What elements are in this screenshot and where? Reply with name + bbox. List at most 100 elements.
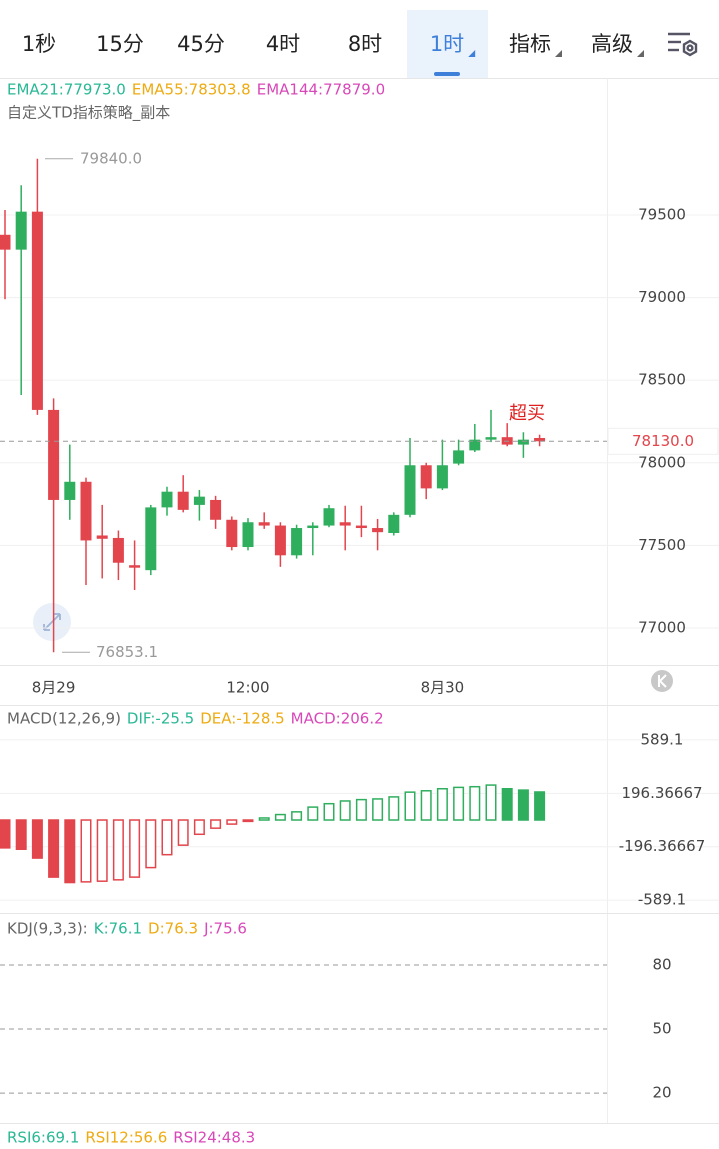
histogram-bar: [339, 800, 351, 821]
y-tick-label: 79500: [638, 205, 686, 223]
candle-body: [355, 525, 367, 529]
histogram-bar: [469, 785, 481, 821]
last-price-box: [607, 427, 719, 455]
histogram-bar: [323, 802, 335, 821]
candle-body: [31, 211, 43, 410]
tab[interactable]: 15分: [96, 32, 144, 56]
histogram-bar: [485, 784, 497, 821]
active-tab-indicator: [434, 72, 460, 76]
tab[interactable]: 指标: [509, 32, 551, 56]
tab[interactable]: 8时: [348, 32, 382, 56]
candle-body: [258, 522, 270, 526]
tab[interactable]: 1秒: [22, 32, 56, 56]
zoom-arrows: [43, 613, 61, 631]
candle-body: [242, 522, 254, 548]
low-marker-label: 76853.1: [96, 643, 158, 661]
x-tick-label: 12:00: [226, 679, 269, 697]
candle-body: [274, 525, 286, 556]
histogram-bar: [129, 819, 141, 878]
legend-item: RSI12:56.6: [85, 1129, 167, 1147]
candle-body: [96, 535, 108, 539]
tab[interactable]: 4时: [266, 32, 300, 56]
legend-item: EMA21:77973.0: [7, 81, 126, 99]
candle-body: [372, 528, 384, 533]
legend-item: J:75.6: [203, 920, 247, 938]
tab[interactable]: 1时: [430, 32, 464, 56]
candle-body: [0, 234, 11, 250]
candle-body: [193, 496, 205, 505]
high-marker-label: 79840.0: [80, 149, 142, 167]
histogram-bar: [0, 819, 11, 849]
legend-item: RSI6:69.1: [7, 1129, 79, 1147]
histogram-bar: [258, 817, 270, 821]
candle-body: [64, 481, 76, 500]
x-tick-label: 8月30: [421, 679, 465, 697]
histogram-bar: [372, 798, 384, 821]
button-glyph: [658, 674, 667, 688]
y-tick-label: -196.36667: [619, 837, 706, 855]
y-tick-label: 77500: [638, 536, 686, 554]
histogram-bar: [274, 813, 286, 821]
x-tick-label: 8月29: [32, 679, 76, 697]
candle-body: [307, 525, 319, 529]
histogram-bar: [177, 819, 189, 846]
legend-item: K:76.1: [94, 920, 142, 938]
candle-body: [453, 450, 465, 464]
histogram-bar: [145, 819, 157, 869]
legend-item: DIF:-25.5: [127, 710, 194, 728]
y-tick-label: 589.1: [641, 730, 684, 748]
histogram-bar: [436, 787, 448, 821]
icon-gear: [682, 39, 698, 57]
button-circle: [651, 670, 673, 692]
y-tick-label: 78500: [638, 371, 686, 389]
histogram-bar: [210, 819, 222, 829]
histogram-bar: [31, 819, 43, 859]
histogram-bar: [291, 811, 303, 821]
candle-body: [420, 465, 432, 489]
histogram-bar: [388, 796, 400, 821]
candle-body: [339, 522, 351, 526]
active-tab-bg: [407, 10, 488, 78]
tab[interactable]: 45分: [177, 32, 225, 56]
histogram-bar: [501, 787, 513, 821]
candle-body: [161, 491, 173, 508]
histogram-bar: [64, 819, 76, 884]
settings-icon[interactable]: [668, 32, 698, 57]
legend-item: EMA144:77879.0: [257, 81, 385, 99]
legend-item: RSI24:48.3: [173, 1129, 255, 1147]
scroll-latest-button[interactable]: [651, 670, 673, 692]
candle-body: [48, 409, 60, 500]
y-tick-label: 78000: [638, 453, 686, 471]
chart-title: MACD(12,26,9): [7, 710, 121, 728]
histogram-bar: [48, 819, 60, 878]
histogram-bar: [404, 791, 416, 821]
histogram-bar: [517, 789, 529, 821]
histogram-bar: [307, 806, 319, 821]
zoom-icon[interactable]: [33, 603, 71, 641]
histogram-bar: [112, 819, 124, 881]
candle-body: [469, 439, 481, 451]
candle-body: [485, 437, 497, 440]
histogram-bar: [355, 798, 367, 821]
candle-body: [80, 481, 92, 541]
signal-annotation: 超买: [509, 403, 545, 424]
histogram-bar: [226, 819, 238, 825]
histogram-bar: [15, 819, 27, 850]
candle-body: [404, 465, 416, 515]
histogram-bar: [161, 819, 173, 856]
legend-item: D:76.3: [148, 920, 198, 938]
histogram-bar: [453, 786, 465, 821]
y-tick-label: 20: [652, 1084, 671, 1102]
candle-body: [388, 514, 400, 533]
legend-item: MACD:206.2: [291, 710, 384, 728]
legend-item: EMA55:78303.8: [132, 81, 251, 99]
y-tick-label: 79000: [638, 288, 686, 306]
y-tick-label: 77000: [638, 618, 686, 636]
histogram-bar: [242, 819, 254, 823]
tab[interactable]: 高级: [591, 32, 633, 56]
y-tick-label: 196.36667: [621, 784, 702, 802]
candle-body: [177, 491, 189, 510]
dropdown-triangle: [468, 50, 476, 57]
